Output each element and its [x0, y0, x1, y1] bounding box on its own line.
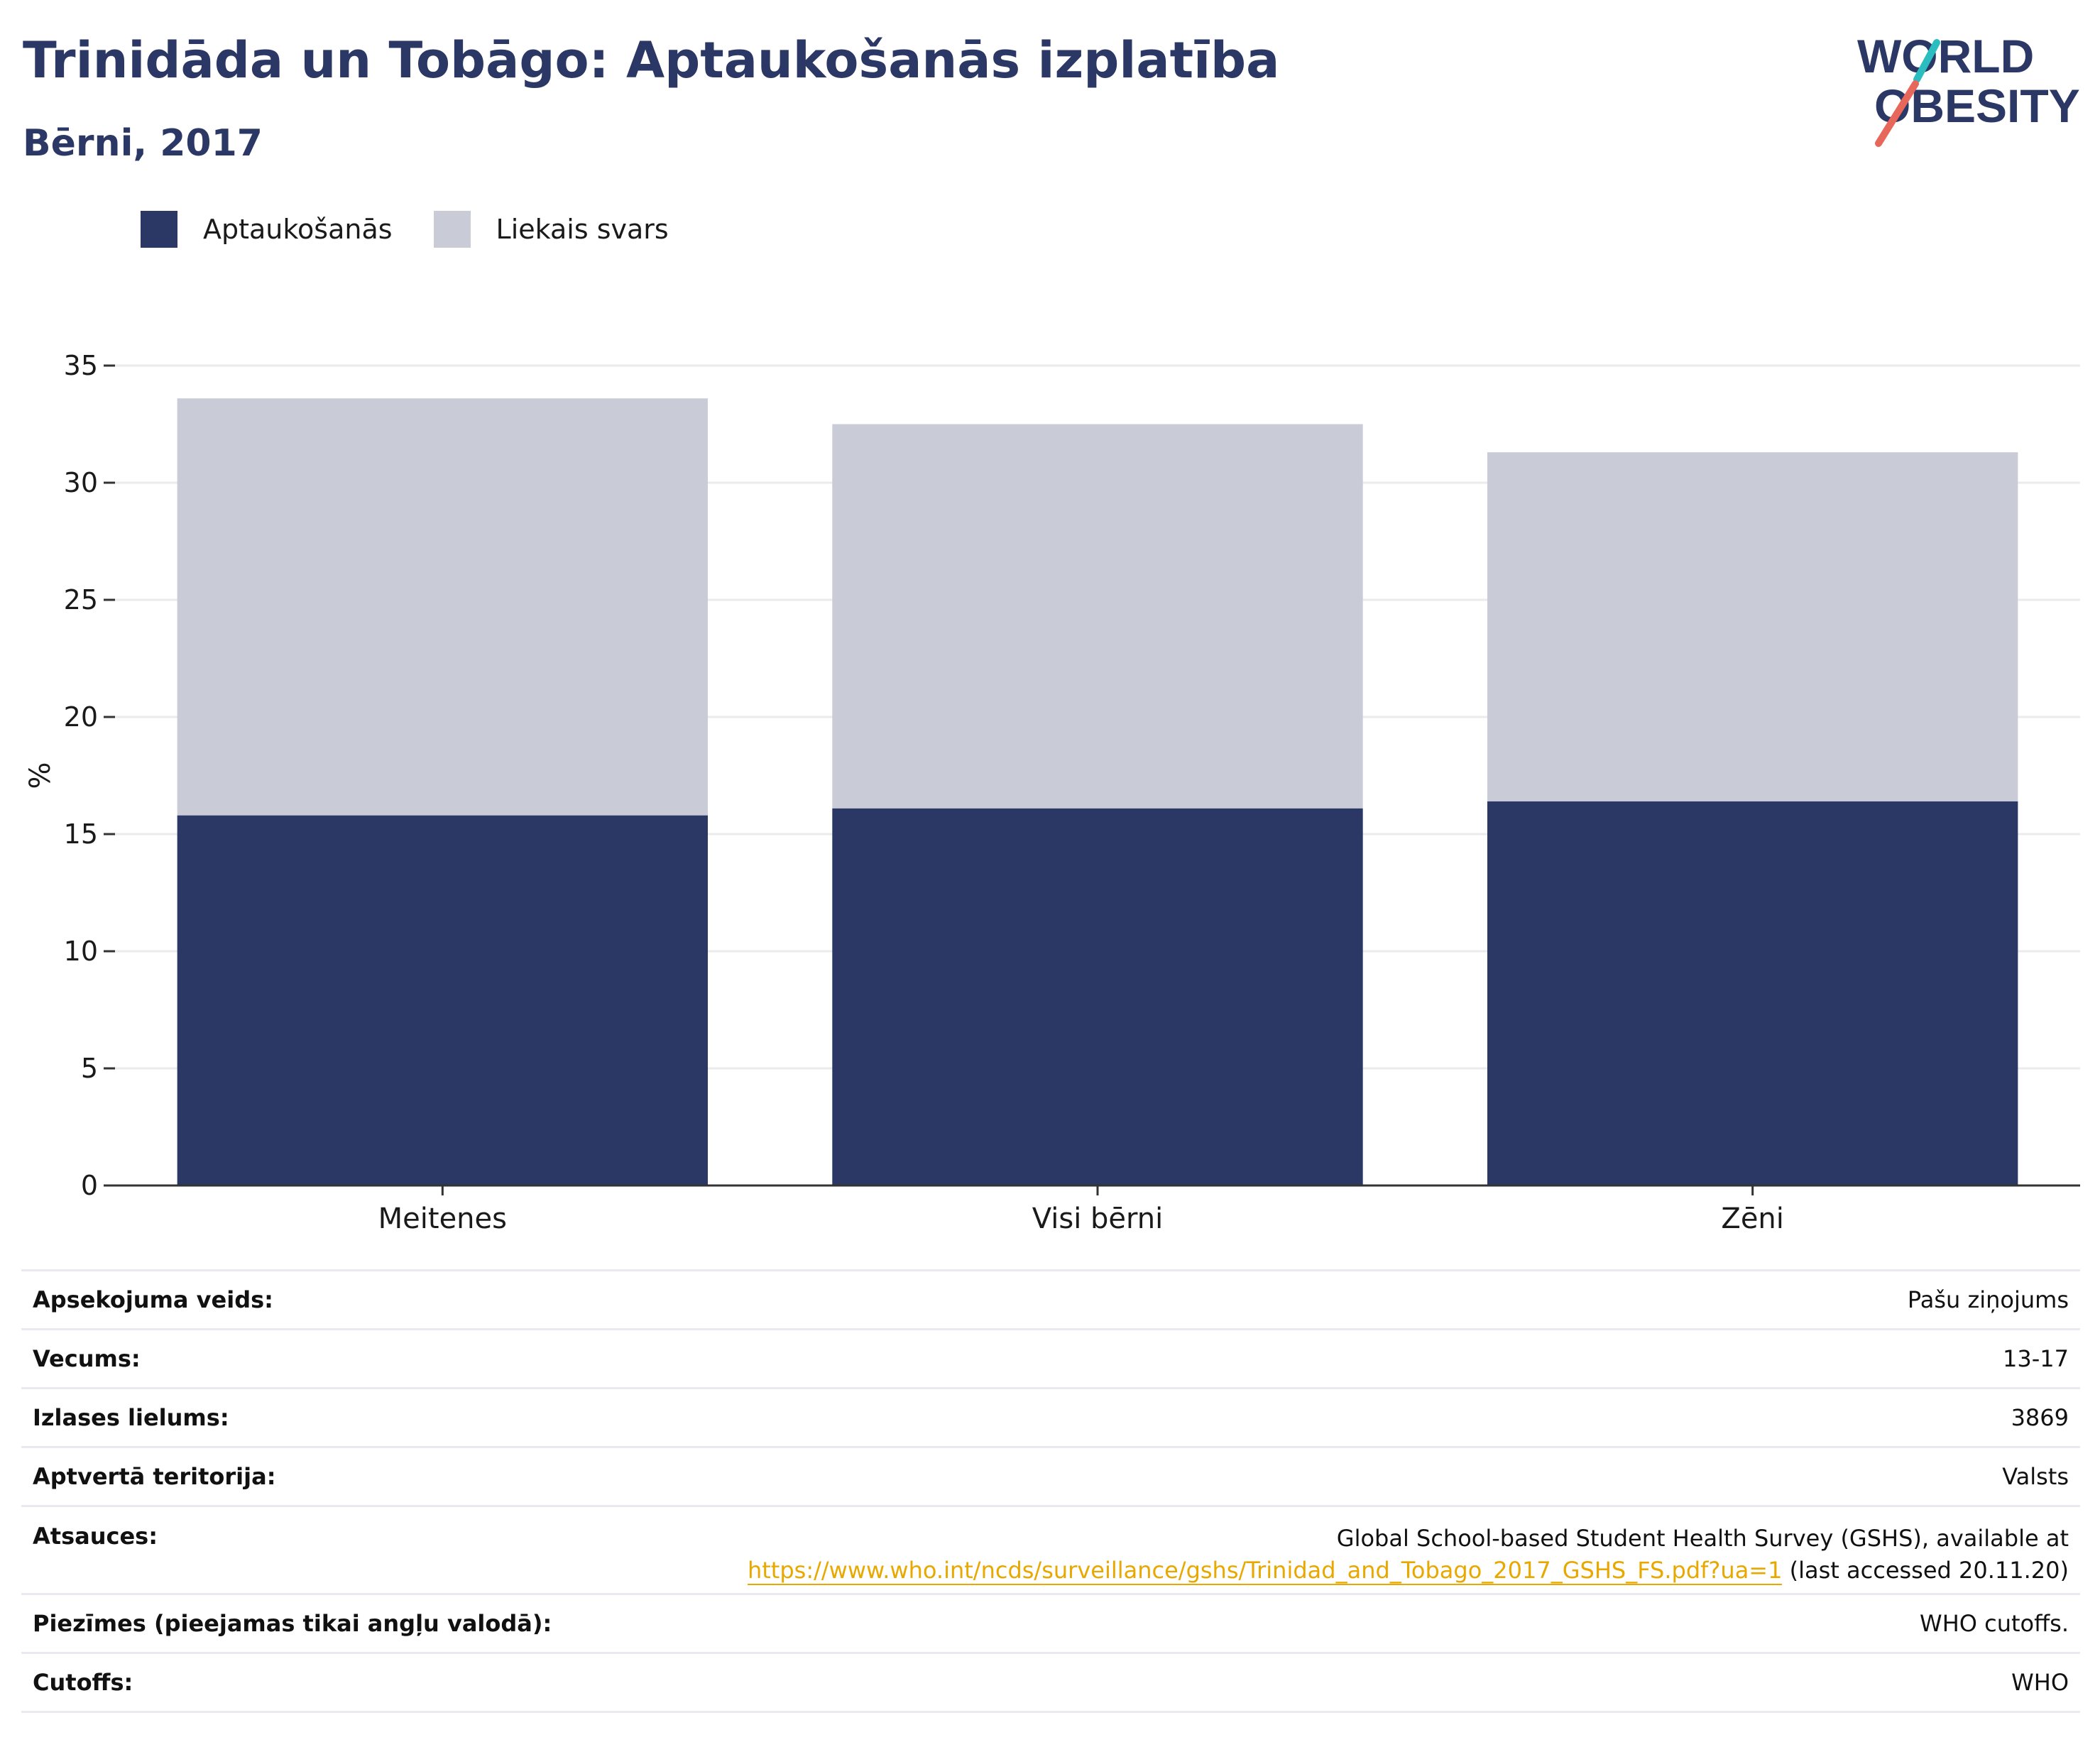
y-tick-label: 0 — [81, 1170, 98, 1201]
legend-label-overweight: Liekais svars — [496, 214, 669, 245]
x-tick-label: Visi bērni — [1032, 1203, 1163, 1235]
y-tick-label: 15 — [64, 818, 98, 850]
x-tick-label: Meitenes — [378, 1203, 507, 1235]
logo-slash-red — [1875, 80, 1919, 147]
bar-overweight — [832, 424, 1363, 809]
reference-text: Global School-based Student Health Surve… — [1336, 1525, 2069, 1552]
legend-label-obesity: Aptaukošanās — [203, 214, 393, 245]
info-row-age: Vecums: 13-17 — [21, 1330, 2080, 1389]
info-row-references: Atsauces: Global School-based Student He… — [21, 1507, 2080, 1595]
y-tick-label: 25 — [64, 584, 98, 615]
info-row-sample-size: Izlases lielums: 3869 — [21, 1389, 2080, 1448]
y-tick-label: 10 — [64, 936, 98, 967]
y-axis-label: % — [24, 762, 57, 789]
legend-item-overweight[interactable]: Liekais svars — [433, 211, 669, 248]
y-tick-label: 20 — [64, 701, 98, 733]
y-tick-label: 30 — [64, 467, 98, 498]
info-label: Cutoffs: — [33, 1669, 133, 1696]
y-tick-label: 35 — [64, 350, 98, 381]
reference-link[interactable]: https://www.who.int/ncds/surveillance/gs… — [747, 1557, 1783, 1585]
chart-legend: Aptaukošanās Liekais svars — [141, 209, 710, 249]
x-tick-label: Zēni — [1721, 1203, 1783, 1235]
info-row-cutoffs: Cutoffs: WHO — [21, 1654, 2080, 1713]
info-label: Aptvertā teritorija: — [33, 1463, 276, 1490]
legend-item-obesity[interactable]: Aptaukošanās — [141, 211, 393, 248]
y-tick-label: 5 — [81, 1053, 98, 1084]
logo-text-world: WORLD — [1857, 30, 2034, 82]
info-row-notes: Piezīmes (pieejamas tikai angļu valodā):… — [21, 1595, 2080, 1654]
info-label: Izlases lielums: — [33, 1404, 229, 1431]
page-title: Trinidāda un Tobāgo: Aptaukošanās izplat… — [23, 31, 1280, 89]
info-value: Pašu ziņojums — [1907, 1286, 2069, 1313]
info-label: Vecums: — [33, 1345, 141, 1372]
bar-obesity — [177, 815, 709, 1185]
bar-obesity — [832, 808, 1363, 1185]
bar-chart: 0 5 10 15 20 25 30 35% Meitenes Visi bērni Zēni — [24, 350, 2080, 1235]
info-row-coverage: Aptvertā teritorija: Valsts — [21, 1448, 2080, 1507]
reference-suffix: (last accessed 20.11.20) — [1782, 1557, 2069, 1584]
reference-line-2: https://www.who.int/ncds/surveillance/gs… — [747, 1555, 2069, 1587]
bar-obesity — [1487, 801, 2018, 1185]
bar-overweight — [1487, 452, 2018, 801]
logo-slash-teal — [1913, 39, 1940, 83]
info-label: Piezīmes (pieejamas tikai angļu valodā): — [33, 1610, 552, 1637]
info-value: Valsts — [2002, 1463, 2069, 1490]
info-label: Atsauces: — [33, 1523, 158, 1550]
page-subtitle: Bērni, 2017 — [23, 122, 263, 165]
info-value: 13-17 — [2003, 1345, 2069, 1372]
info-value-references: Global School-based Student Health Surve… — [747, 1523, 2069, 1587]
info-value: WHO — [2011, 1669, 2069, 1696]
info-value: 3869 — [2011, 1404, 2069, 1431]
survey-info-table: Apsekojuma veids: Pašu ziņojums Vecums: … — [21, 1269, 2080, 1713]
info-row-survey-type: Apsekojuma veids: Pašu ziņojums — [21, 1271, 2080, 1330]
bar-overweight — [177, 398, 709, 816]
info-label: Apsekojuma veids: — [33, 1286, 273, 1313]
legend-swatch-obesity — [141, 211, 177, 248]
info-value: WHO cutoffs. — [1920, 1610, 2069, 1637]
legend-swatch-overweight — [433, 211, 471, 248]
world-obesity-logo: WORLD OBESITY — [1857, 30, 2080, 147]
